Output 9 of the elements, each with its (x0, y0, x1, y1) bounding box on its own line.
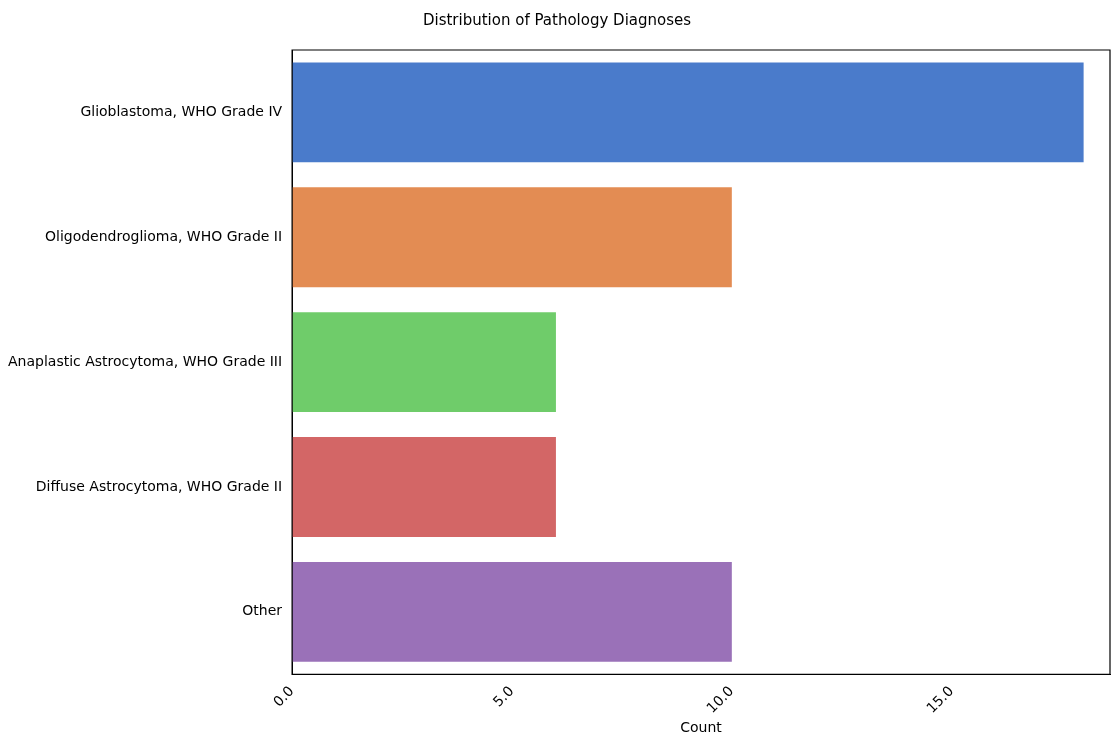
x-tick-label: 0.0 (269, 682, 297, 710)
x-axis-title: Count (680, 719, 723, 736)
y-tick-label: Oligodendroglioma, WHO Grade II (44, 227, 283, 244)
y-tick-label: Anaplastic Astrocytoma, WHO Grade III (8, 352, 283, 369)
chart-title: Distribution of Pathology Diagnoses (422, 10, 692, 29)
y-tick-label: Glioblastoma, WHO Grade IV (80, 103, 283, 120)
y-tick-label: Diffuse Astrocytoma, WHO Grade II (35, 477, 283, 494)
x-tick-label: 5.0 (489, 682, 517, 710)
y-tick-label: Other (242, 602, 283, 619)
